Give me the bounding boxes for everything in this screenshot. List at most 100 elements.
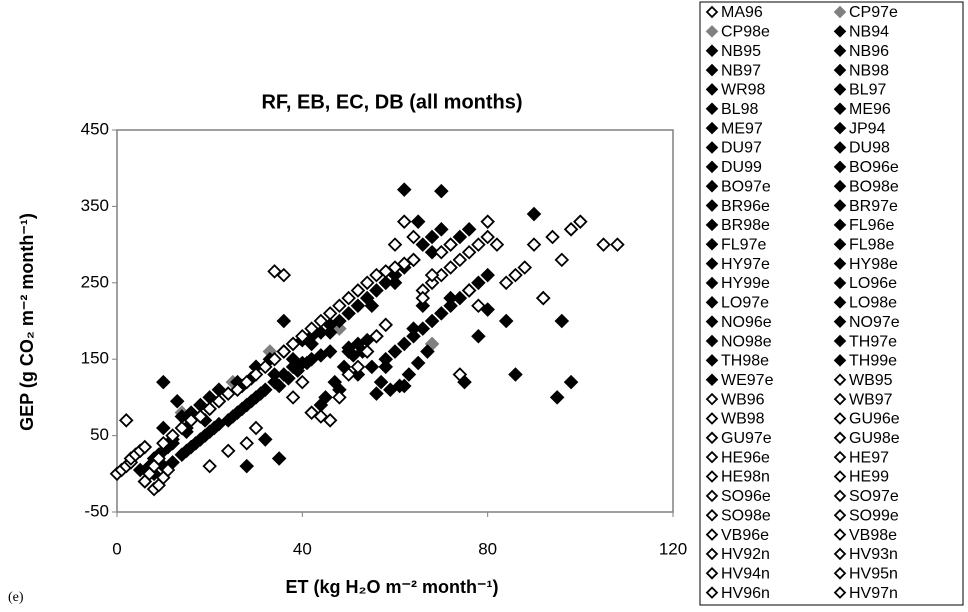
legend-label: HY97e <box>721 256 770 273</box>
point <box>211 393 227 409</box>
legend-marker <box>833 412 847 425</box>
legend-label: DU98 <box>849 140 890 157</box>
legend-marker <box>705 315 719 328</box>
point <box>387 237 403 252</box>
point <box>248 367 264 382</box>
legend-marker <box>833 5 847 19</box>
point <box>350 283 366 298</box>
point <box>480 214 495 229</box>
point <box>322 344 338 359</box>
y-tick-label: 150 <box>81 349 109 368</box>
legend-marker <box>705 5 719 19</box>
point <box>322 413 338 428</box>
legend-label: SO98e <box>721 507 771 524</box>
point <box>156 420 171 436</box>
legend-marker <box>833 567 847 580</box>
point <box>369 386 384 401</box>
legend-label: HV93n <box>849 546 898 563</box>
legend-label: WB97 <box>849 391 893 408</box>
legend-marker <box>833 470 847 483</box>
legend-label: BL98 <box>721 101 758 118</box>
point <box>434 183 449 199</box>
legend-marker <box>705 528 719 541</box>
point <box>295 329 310 344</box>
point <box>498 275 514 291</box>
legend-label: TH97e <box>849 333 897 350</box>
legend-marker <box>705 25 719 38</box>
legend-label: HV95n <box>849 566 898 583</box>
legend-label: VB98e <box>849 527 897 544</box>
point <box>193 432 208 447</box>
point <box>248 420 264 436</box>
legend-marker <box>705 508 719 522</box>
point <box>378 317 394 333</box>
point <box>234 401 250 417</box>
point <box>410 355 426 371</box>
legend-label: DU99 <box>721 159 762 176</box>
point <box>359 344 375 359</box>
point <box>443 260 458 275</box>
legend-label: HV96n <box>721 585 770 602</box>
legend-label: NO96e <box>721 314 772 331</box>
legend-marker <box>705 237 719 251</box>
legend-marker <box>705 489 719 503</box>
point <box>202 424 217 440</box>
legend-marker <box>833 392 847 406</box>
legend-label: NB95 <box>721 43 761 60</box>
point <box>420 344 435 359</box>
point <box>443 298 458 313</box>
point <box>415 290 431 306</box>
legend-label: HE97 <box>849 449 889 466</box>
point <box>452 252 468 268</box>
legend-marker <box>833 257 847 270</box>
legend-marker <box>833 237 847 251</box>
legend-label: TH98e <box>721 353 769 370</box>
legend-marker <box>833 160 847 174</box>
point <box>165 428 180 443</box>
point <box>244 393 259 409</box>
plot-frame <box>116 129 674 513</box>
x-tick-label: 0 <box>112 539 121 558</box>
legend-marker <box>705 373 719 387</box>
point <box>193 409 208 424</box>
legend-marker <box>833 179 847 193</box>
legend-marker <box>705 547 719 561</box>
point <box>350 359 366 375</box>
legend-label: BO96e <box>849 159 899 176</box>
legend-label: DU97 <box>721 140 762 157</box>
legend-marker <box>833 586 847 599</box>
point <box>239 374 255 390</box>
point <box>424 267 440 283</box>
legend-label: WB98 <box>721 411 765 428</box>
point <box>610 237 625 252</box>
legend-label: ME97 <box>721 120 763 137</box>
legend-marker <box>833 489 847 503</box>
point <box>276 313 292 329</box>
legend-marker <box>833 102 847 116</box>
point <box>220 443 236 459</box>
point <box>549 390 565 405</box>
point <box>332 390 347 405</box>
legend-label: BR96e <box>721 198 770 215</box>
point <box>554 252 570 268</box>
legend-label: NB98 <box>849 62 889 79</box>
point <box>359 275 375 291</box>
point <box>183 439 199 455</box>
panel-label: (e) <box>8 590 24 605</box>
legend-label: BR97e <box>849 198 898 215</box>
point <box>295 374 310 390</box>
legend-label: HV97n <box>849 585 898 602</box>
legend-label: SO96e <box>721 488 771 505</box>
point <box>239 435 255 451</box>
point <box>396 214 412 229</box>
legend-marker <box>833 296 847 309</box>
point <box>452 229 468 245</box>
legend-marker <box>833 334 847 348</box>
legend-marker <box>705 567 719 580</box>
y-tick-label: 450 <box>81 119 109 138</box>
point <box>156 374 171 390</box>
point <box>526 237 542 252</box>
legend-label: NB94 <box>849 24 889 41</box>
legend-marker <box>705 83 719 96</box>
